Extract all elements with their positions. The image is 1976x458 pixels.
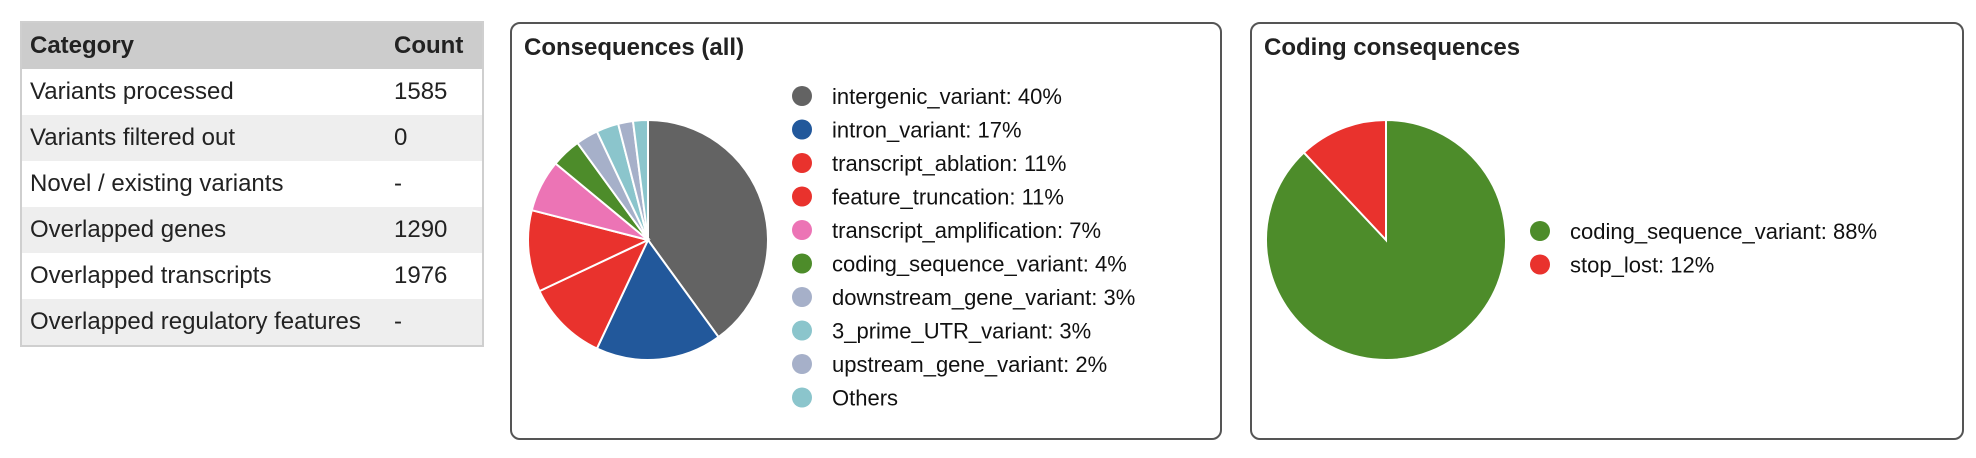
table-row: Overlapped transcripts 1976 bbox=[21, 253, 483, 299]
pie-slice-intergenic-variant bbox=[647, 118, 769, 339]
table-header-row: Category Count bbox=[21, 22, 483, 69]
legend-label: coding_sequence_variant: 4% bbox=[832, 252, 1127, 277]
legend-label: intron_variant: 17% bbox=[832, 118, 1022, 143]
cell-category: Variants processed bbox=[21, 69, 386, 115]
cell-count: - bbox=[386, 161, 483, 207]
legend-swatch bbox=[792, 387, 812, 408]
pie-slice-feature-truncation bbox=[527, 208, 651, 293]
legend-swatch bbox=[792, 119, 812, 140]
pie-slice-stop-lost bbox=[1302, 118, 1387, 243]
consequences-all-panel: Consequences (all) intergenic_variant: 4… bbox=[510, 22, 1222, 440]
column-header-count: Count bbox=[386, 22, 483, 69]
consequences-all-pie-chart: intergenic_variant: 40% intron_variant: 1… bbox=[527, 84, 1135, 411]
cell-count: 0 bbox=[386, 115, 483, 161]
legend-label: transcript_ablation: 11% bbox=[832, 151, 1066, 176]
pie-slice-transcript-ablation bbox=[538, 237, 651, 350]
legend-swatch bbox=[792, 220, 812, 240]
table-row: Overlapped regulatory features - bbox=[21, 299, 483, 346]
legend-swatch bbox=[792, 287, 812, 307]
legend-label: transcript_amplification: 7% bbox=[832, 218, 1101, 243]
cell-category: Overlapped transcripts bbox=[21, 253, 386, 299]
legend-swatch bbox=[792, 86, 812, 106]
legend-label: upstream_gene_variant: 2% bbox=[832, 352, 1107, 377]
legend-label: feature_truncation: 11% bbox=[832, 185, 1064, 210]
cell-category: Variants filtered out bbox=[21, 115, 386, 161]
chart-title: Consequences (all) bbox=[524, 34, 745, 61]
legend-swatch bbox=[792, 153, 812, 173]
legend-label: stop_lost: 12% bbox=[1570, 253, 1714, 278]
pie-slice-coding-sequence-variant bbox=[1265, 118, 1507, 361]
table-row: Variants processed 1585 bbox=[21, 69, 483, 115]
coding-consequences-panel: Coding consequences coding_sequence_vari… bbox=[1250, 22, 1964, 440]
cell-category: Novel / existing variants bbox=[21, 161, 386, 207]
table-row: Variants filtered out 0 bbox=[21, 115, 483, 161]
pie-slice-intron-variant bbox=[595, 238, 720, 361]
legend-label: 3_prime_UTR_variant: 3% bbox=[832, 319, 1091, 344]
legend-swatch bbox=[792, 186, 812, 207]
coding-consequences-pie-chart: coding_sequence_variant: 88% stop_lost: 1… bbox=[1265, 118, 1877, 361]
cell-count: 1585 bbox=[386, 69, 483, 115]
legend-swatch bbox=[1530, 221, 1550, 241]
cell-category: Overlapped genes bbox=[21, 207, 386, 253]
summary-stats-table: Category Count Variants processed 1585 V… bbox=[20, 21, 484, 347]
cell-count: 1290 bbox=[386, 207, 483, 253]
legend-label: Others bbox=[832, 386, 898, 411]
cell-count: - bbox=[386, 299, 483, 346]
table-row: Overlapped genes 1290 bbox=[21, 207, 483, 253]
legend-label: intergenic_variant: 40% bbox=[832, 84, 1062, 109]
legend-swatch bbox=[792, 320, 812, 341]
cell-count: 1976 bbox=[386, 253, 483, 299]
table-row: Novel / existing variants - bbox=[21, 161, 483, 207]
legend-label: downstream_gene_variant: 3% bbox=[832, 285, 1135, 310]
column-header-category: Category bbox=[21, 22, 386, 69]
legend-swatch bbox=[792, 354, 812, 374]
chart-title: Coding consequences bbox=[1264, 34, 1521, 61]
legend-swatch bbox=[792, 253, 812, 274]
legend-label: coding_sequence_variant: 88% bbox=[1570, 219, 1877, 244]
pie-slice-others bbox=[631, 118, 649, 241]
legend-swatch bbox=[1530, 254, 1550, 275]
cell-category: Overlapped regulatory features bbox=[21, 299, 386, 346]
